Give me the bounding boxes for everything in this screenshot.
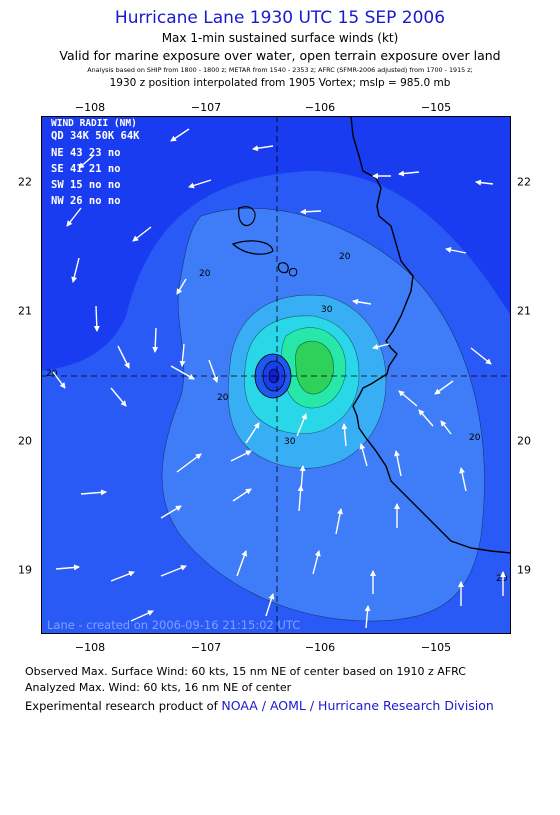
wind-arrow: [152, 327, 159, 353]
island-maria-magdalena: [231, 240, 274, 255]
product-text: Experimental research product of: [25, 699, 218, 713]
wind-arrow: [352, 298, 372, 305]
wind-radii-header: QD 34K 50K 64K: [51, 130, 140, 142]
wind-arrow: [110, 387, 127, 407]
wind-arrow: [170, 365, 195, 380]
wind-arrow: [188, 179, 212, 189]
lat-tick-left-19: 19: [18, 563, 32, 577]
wind-arrow: [66, 207, 82, 227]
wind-arrow: [359, 443, 368, 467]
wind-arrow: [160, 565, 187, 577]
wind-arrow: [394, 450, 402, 477]
wind-arrow: [434, 380, 454, 395]
lat-tick-right-21: 21: [517, 304, 531, 318]
lat-tick-right-22: 22: [517, 175, 531, 189]
wind-arrow: [245, 422, 260, 444]
wind-arrow: [296, 413, 307, 437]
wind-arrow: [252, 145, 274, 152]
wind-radii-row-se: SE 41 21 no: [51, 163, 121, 175]
map-title: Hurricane Lane 1930 UTC 15 SEP 2006: [114, 8, 446, 28]
analyzed-max-wind: Analyzed Max. Wind: 60 kts, 16 nm NE of …: [25, 681, 292, 694]
coastline: [350, 116, 511, 554]
lon-tick-top-108: −108: [74, 101, 106, 114]
wind-radii-title: WIND RADII (NM): [51, 118, 137, 129]
lat-tick-right-19: 19: [517, 563, 531, 577]
wind-arrow: [93, 305, 100, 332]
wind-radii-row-sw: SW 15 no no: [51, 179, 121, 191]
wind-arrow: [341, 423, 348, 447]
wind-arrow: [176, 278, 187, 295]
wind-arrow: [130, 610, 154, 622]
lon-tick-bottom-105: −105: [420, 641, 452, 654]
subtitle-units: Max 1-min sustained surface winds (kt): [161, 31, 399, 45]
wind-arrow: [236, 550, 248, 577]
contour-label: 20: [469, 433, 481, 443]
wind-arrow: [440, 420, 452, 435]
wind-arrow: [300, 208, 322, 215]
wind-arrow: [398, 390, 418, 407]
wind-arrow: [232, 488, 252, 502]
wind-arrow: [459, 467, 467, 492]
wind-arrow: [71, 257, 80, 283]
contour-label: 30: [284, 437, 296, 447]
wind-arrow: [160, 505, 182, 519]
contour-label: 20: [199, 269, 211, 279]
island-maria-madre: [238, 206, 256, 227]
wind-arrow: [265, 593, 275, 617]
lat-tick-left-21: 21: [18, 304, 32, 318]
lat-tick-left-20: 20: [18, 434, 32, 448]
lon-tick-top-106: −106: [304, 101, 336, 114]
position-note: 1930 z position interpolated from 1905 V…: [109, 77, 451, 89]
lon-tick-top-107: −107: [190, 101, 222, 114]
island-maria-cleofas: [277, 262, 289, 274]
wind-arrow: [80, 489, 107, 496]
contour-label: 30: [321, 305, 333, 315]
wind-arrow: [117, 345, 130, 369]
wind-arrow: [475, 179, 494, 186]
wind-level-60: [295, 340, 334, 395]
contour-label: 20: [46, 369, 58, 379]
lon-tick-bottom-108: −108: [74, 641, 106, 654]
contour-label: 20: [217, 393, 229, 403]
lon-tick-bottom-106: −106: [304, 641, 336, 654]
wind-arrow: [470, 347, 492, 365]
lat-tick-right-20: 20: [517, 434, 531, 448]
wind-radii-table: WIND RADII (NM) QD 34K 50K 64K NE 43 23 …: [51, 118, 140, 207]
creation-credit: Lane - created on 2006-09-16 21:15:02 UT…: [47, 618, 300, 632]
subtitle-exposure: Valid for marine exposure over water, op…: [59, 48, 501, 63]
observed-max-wind: Observed Max. Surface Wind: 60 kts, 15 n…: [25, 665, 466, 678]
noaa-aoml-link[interactable]: NOAA / AOML / Hurricane Research Divisio…: [221, 698, 494, 713]
wind-arrow: [372, 343, 390, 350]
product-credit: Experimental research product of NOAA / …: [25, 698, 494, 713]
wind-arrow: [364, 605, 371, 629]
wind-radii-row-nw: NW 26 no no: [51, 195, 121, 207]
wind-arrow: [335, 508, 343, 535]
wind-arrow: [297, 485, 304, 512]
lat-tick-left-22: 22: [18, 175, 32, 189]
wind-arrow: [398, 170, 420, 177]
wind-arrow: [179, 343, 186, 367]
wind-radii-row-ne: NE 43 23 no: [51, 147, 121, 159]
wind-arrow: [312, 550, 321, 575]
lon-tick-top-105: −105: [420, 101, 452, 114]
analysis-sources: Analysis based on SHIP from 1800 - 1800 …: [87, 66, 473, 74]
wind-arrow: [52, 371, 66, 389]
wind-arrow: [110, 571, 135, 582]
wind-arrow: [170, 128, 190, 142]
wind-field-map: 20 20 30 30 20 20 20 20: [41, 116, 511, 634]
wind-arrow: [208, 359, 219, 383]
wind-arrow: [176, 453, 202, 473]
wind-arrow: [445, 247, 467, 254]
wind-arrow: [78, 155, 94, 169]
wind-arrow: [230, 450, 252, 462]
contour-label: 20: [339, 252, 351, 262]
contour-label: 20: [496, 574, 508, 584]
wind-arrow: [418, 409, 434, 427]
wind-arrow: [55, 564, 80, 571]
wind-arrow: [132, 226, 152, 242]
lon-tick-bottom-107: −107: [190, 641, 222, 654]
island-isabel: [288, 267, 298, 277]
